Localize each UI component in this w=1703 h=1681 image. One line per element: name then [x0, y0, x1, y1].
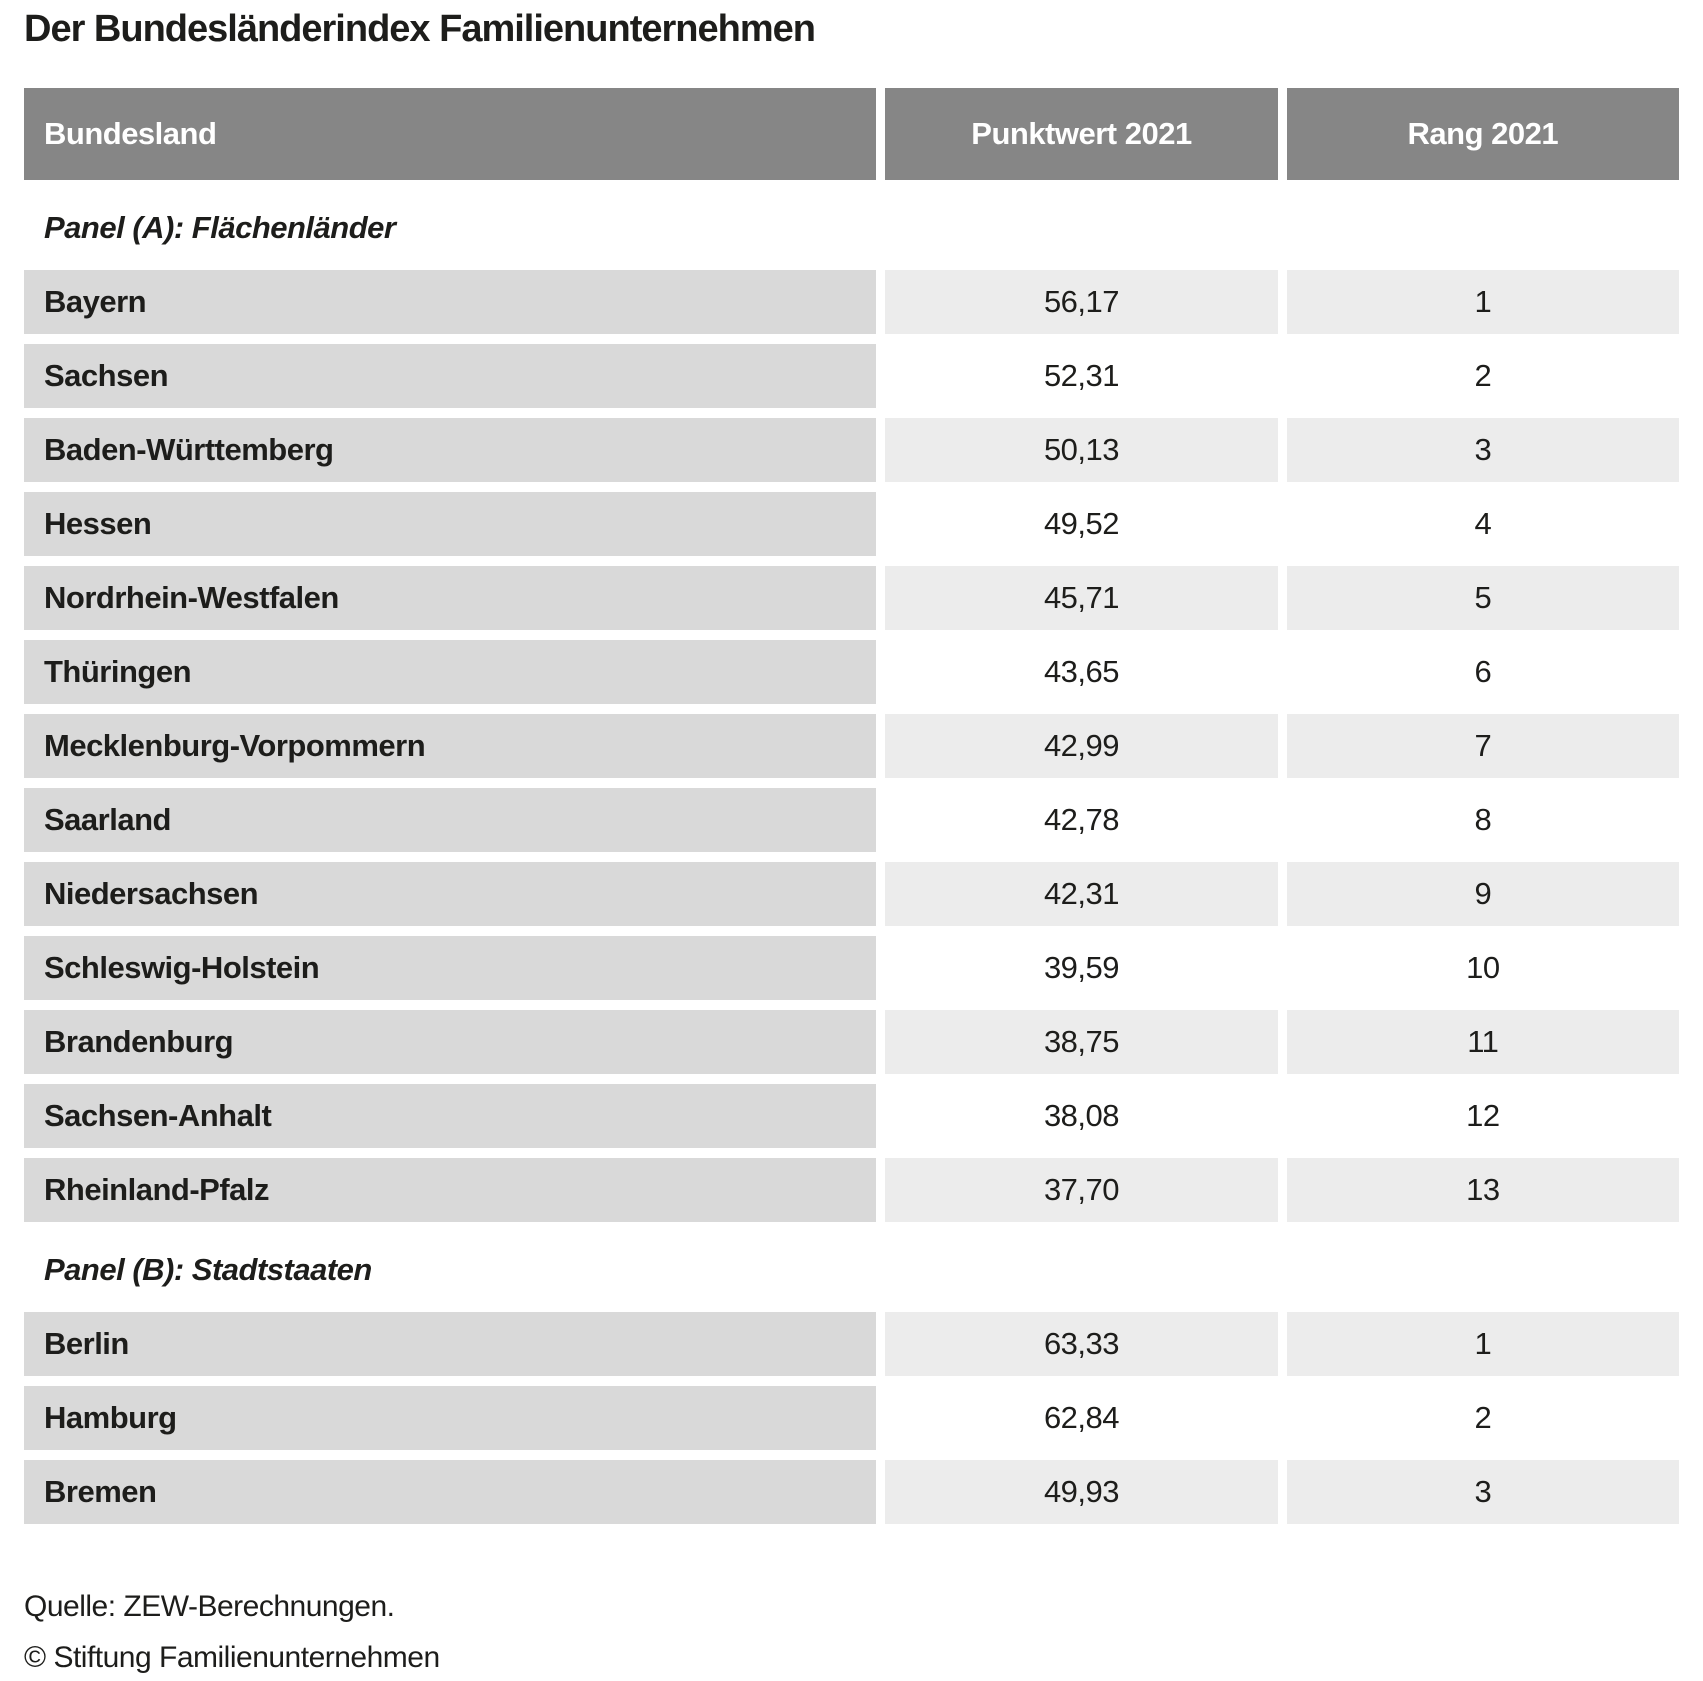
row-bundesland: Bremen — [24, 1460, 877, 1524]
row-bundesland: Bayern — [24, 270, 877, 334]
row-bundesland: Sachsen — [24, 344, 877, 408]
row-bundesland: Niedersachsen — [24, 862, 877, 926]
table-body: Panel (A): Flächenländer Bayern 56,17 1 Sach… — [24, 190, 1679, 1534]
row-rang: 11 — [1286, 1010, 1679, 1074]
table-row: Niedersachsen 42,31 9 — [24, 862, 1679, 926]
row-rang: 8 — [1474, 802, 1492, 837]
row-punktwert: 52,31 — [1043, 358, 1120, 393]
row-bundesland: Nordrhein-Westfalen — [24, 566, 877, 630]
source-note: Quelle: ZEW-Berechnungen. — [24, 1590, 395, 1623]
row-bundesland: Thüringen — [24, 640, 877, 704]
row-punktwert: 38,75 — [885, 1010, 1278, 1074]
table-row: Thüringen 43,65 6 — [24, 640, 1679, 704]
row-punktwert: 49,93 — [885, 1460, 1278, 1524]
table-row: Hamburg 62,84 2 — [24, 1386, 1679, 1450]
table-row: Mecklenburg-Vorpommern 42,99 7 — [24, 714, 1679, 778]
table-row: Sachsen-Anhalt 38,08 12 — [24, 1084, 1679, 1148]
row-bundesland: Rheinland-Pfalz — [24, 1158, 877, 1222]
panel-label: Panel (B): Stadtstaaten — [44, 1252, 372, 1287]
row-punktwert: 50,13 — [885, 418, 1278, 482]
panel-label: Panel (A): Flächenländer — [44, 210, 396, 245]
table-row: Sachsen 52,31 2 — [24, 344, 1679, 408]
table-row: Schleswig-Holstein 39,59 10 — [24, 936, 1679, 1000]
row-bundesland: Baden-Württemberg — [24, 418, 877, 482]
row-rang: 2 — [1474, 358, 1492, 393]
row-rang: 5 — [1286, 566, 1679, 630]
column-header-rang-2021: Rang 2021 — [1286, 88, 1679, 180]
row-bundesland: Hessen — [24, 492, 877, 556]
table-row: Berlin 63,33 1 — [24, 1312, 1679, 1376]
row-rang: 6 — [1474, 654, 1492, 689]
row-rang: 12 — [1466, 1098, 1500, 1133]
row-punktwert: 42,99 — [885, 714, 1278, 778]
row-bundesland: Berlin — [24, 1312, 877, 1376]
row-rang: 3 — [1286, 418, 1679, 482]
page-title: Der Bundesländerindex Familienunternehme… — [24, 8, 816, 50]
table-row: Brandenburg 38,75 11 — [24, 1010, 1679, 1074]
row-bundesland: Mecklenburg-Vorpommern — [24, 714, 877, 778]
table-header-row: Bundesland Punktwert 2021 Rang 2021 — [24, 88, 1679, 180]
row-rang: 2 — [1474, 1400, 1492, 1435]
row-bundesland: Schleswig-Holstein — [24, 936, 877, 1000]
row-punktwert: 49,52 — [1043, 506, 1120, 541]
row-punktwert: 45,71 — [885, 566, 1278, 630]
row-bundesland: Hamburg — [24, 1386, 877, 1450]
row-punktwert: 62,84 — [1043, 1400, 1120, 1435]
row-punktwert: 43,65 — [1043, 654, 1120, 689]
row-punktwert: 42,31 — [885, 862, 1278, 926]
row-rang: 9 — [1286, 862, 1679, 926]
column-header-bundesland: Bundesland — [24, 88, 877, 180]
row-bundesland: Saarland — [24, 788, 877, 852]
table-row: Bayern 56,17 1 — [24, 270, 1679, 334]
row-rang: 1 — [1286, 270, 1679, 334]
row-bundesland: Sachsen-Anhalt — [24, 1084, 877, 1148]
column-header-punktwert-2021: Punktwert 2021 — [885, 88, 1278, 180]
row-bundesland: Brandenburg — [24, 1010, 877, 1074]
table-row: Bremen 49,93 3 — [24, 1460, 1679, 1524]
row-punktwert: 38,08 — [1043, 1098, 1120, 1133]
row-punktwert: 42,78 — [1043, 802, 1120, 837]
row-rang: 10 — [1466, 950, 1500, 985]
table-row: Nordrhein-Westfalen 45,71 5 — [24, 566, 1679, 630]
table-row: Saarland 42,78 8 — [24, 788, 1679, 852]
table-row: Rheinland-Pfalz 37,70 13 — [24, 1158, 1679, 1222]
copyright-note: © Stiftung Familienunternehmen — [24, 1641, 440, 1674]
row-rang: 13 — [1286, 1158, 1679, 1222]
row-rang: 4 — [1474, 506, 1492, 541]
row-rang: 7 — [1286, 714, 1679, 778]
bundeslaenderindex-table: Bundesland Punktwert 2021 Rang 2021 Pane… — [24, 88, 1679, 1534]
row-punktwert: 63,33 — [885, 1312, 1278, 1376]
row-punktwert: 56,17 — [885, 270, 1278, 334]
row-rang: 3 — [1286, 1460, 1679, 1524]
row-punktwert: 39,59 — [1043, 950, 1120, 985]
table-row: Baden-Württemberg 50,13 3 — [24, 418, 1679, 482]
row-rang: 1 — [1286, 1312, 1679, 1376]
table-row: Hessen 49,52 4 — [24, 492, 1679, 556]
row-punktwert: 37,70 — [885, 1158, 1278, 1222]
